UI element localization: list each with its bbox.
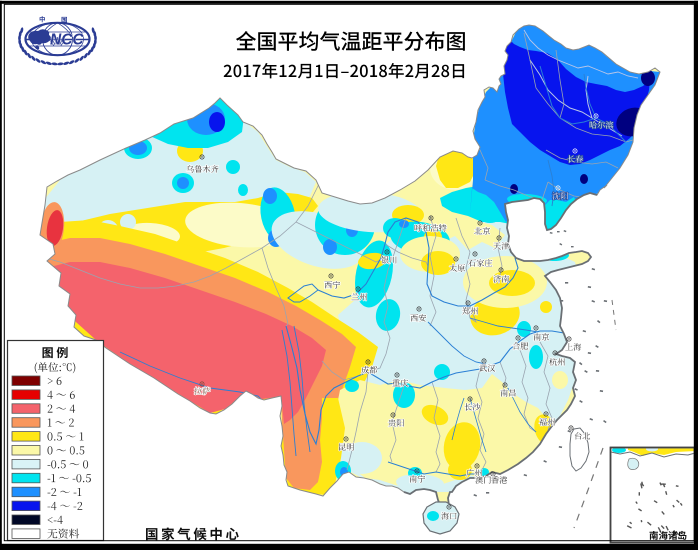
svg-text:NCC: NCC — [50, 32, 84, 49]
